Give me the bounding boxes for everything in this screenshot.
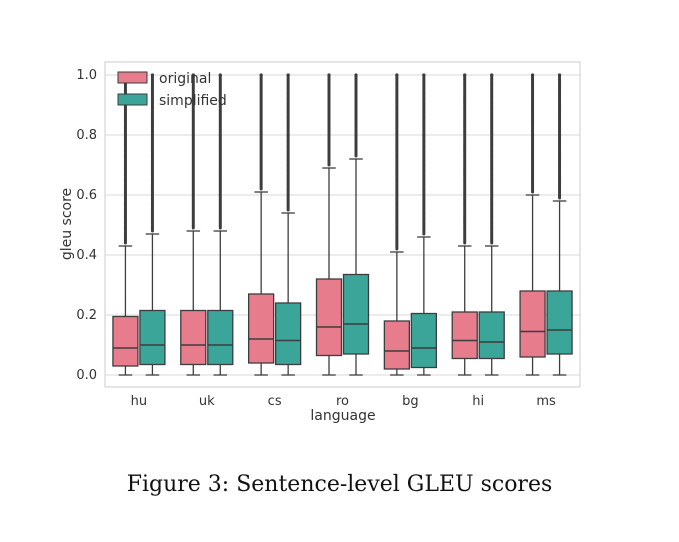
outlier-point (327, 73, 331, 77)
plot-frame (104, 61, 581, 388)
y-tick-label: 1.0 (76, 68, 97, 83)
outlier-point (286, 73, 290, 77)
outlier-point (557, 73, 562, 77)
outlier-point (191, 73, 195, 77)
outlier-point (422, 73, 426, 77)
y-axis-title: gleu score (59, 188, 75, 260)
legend-swatch-simplified (117, 93, 148, 106)
legend-label-original: original (159, 71, 211, 87)
x-tick-label: ms (536, 394, 556, 409)
y-tick-label: 0.2 (76, 308, 97, 323)
outlier-point (259, 73, 263, 77)
iqr-box (519, 290, 546, 358)
iqr-box (478, 311, 505, 360)
iqr-box (342, 273, 370, 355)
outlier-point (150, 73, 155, 77)
x-axis-title: language (310, 408, 375, 424)
x-tick-label: hu (131, 394, 147, 409)
outlier-point (395, 73, 399, 77)
iqr-box (180, 309, 207, 366)
outlier-point (218, 73, 222, 77)
iqr-box (451, 311, 478, 360)
box-simplified-uk (207, 73, 234, 376)
y-tick-label: 0.6 (76, 188, 97, 203)
iqr-box (139, 309, 166, 366)
plot-area (104, 61, 581, 388)
box-simplified-hi (478, 73, 505, 376)
legend: original simplified (117, 71, 227, 109)
box-original-bg (383, 73, 411, 376)
outlier-point (463, 73, 467, 77)
box-plot-chart: 0.0 0.2 0.4 0.6 0.8 1.0 hu uk cs ro bg hi ms origina… (59, 61, 581, 424)
iqr-box (410, 312, 438, 369)
x-tick-label: cs (268, 394, 282, 409)
box-original-cs (247, 73, 275, 376)
iqr-box (546, 290, 573, 355)
x-tick-label: bg (402, 394, 419, 409)
box-original-hu (112, 73, 139, 376)
legend-swatch-original (117, 71, 148, 84)
y-tick-label: 0.8 (76, 128, 97, 143)
box-simplified-hu (139, 73, 166, 376)
box-original-ro (315, 73, 343, 376)
iqr-box (247, 293, 275, 364)
outlier-point (354, 73, 358, 77)
box-original-hi (451, 73, 478, 376)
box-simplified-cs (274, 73, 302, 376)
y-tick-label: 0.4 (76, 248, 97, 263)
iqr-box (274, 302, 302, 366)
box-original-ms (519, 73, 546, 376)
x-tick-label: ro (336, 394, 349, 409)
outlier-point (490, 73, 494, 77)
y-tick-label: 0.0 (76, 368, 97, 383)
box-simplified-ro (342, 73, 370, 376)
iqr-box (207, 309, 234, 366)
boxes-layer (112, 73, 573, 376)
x-tick-label: hi (472, 394, 484, 409)
iqr-box (315, 278, 343, 357)
iqr-box (112, 315, 139, 367)
figure-caption: Figure 3: Sentence-level GLEU scores (126, 472, 553, 497)
x-tick-label: uk (199, 394, 215, 409)
box-original-uk (180, 73, 207, 376)
axes: 0.0 0.2 0.4 0.6 0.8 1.0 hu uk cs ro bg hi ms (76, 68, 556, 409)
box-simplified-ms (546, 73, 573, 376)
legend-label-simplified: simplified (159, 93, 227, 109)
outlier-point (530, 73, 535, 77)
box-simplified-bg (410, 73, 438, 376)
iqr-box (383, 320, 411, 370)
